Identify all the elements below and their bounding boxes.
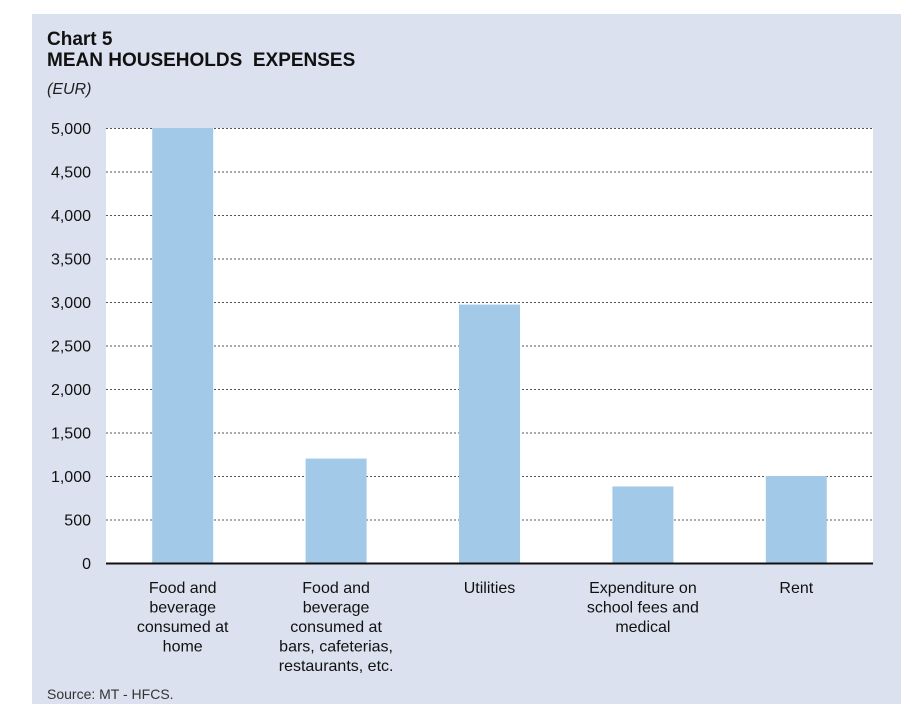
category-label: Utilities — [464, 580, 516, 597]
category-label: Food and beverage consumed at bars, cafeter… — [279, 580, 394, 675]
y-tick-label: 2,500 — [51, 339, 91, 356]
y-tick-label: 5,000 — [51, 121, 91, 138]
bar — [612, 486, 674, 563]
category-label: Food and beverage consumed at home — [137, 580, 229, 656]
y-tick-label: 4,000 — [51, 208, 91, 225]
chart-number: Chart 5 — [47, 29, 113, 50]
y-tick-label: 1,000 — [51, 469, 91, 486]
category-label: Expenditure on school fees and medical — [587, 580, 699, 636]
y-tick-label: 1,500 — [51, 426, 91, 443]
y-tick-label: 500 — [64, 513, 91, 530]
chart-title: MEAN HOUSEHOLDS EXPENSES — [47, 50, 356, 71]
bars — [152, 128, 827, 563]
y-tick-label: 4,500 — [51, 165, 91, 182]
y-tick-label: 3,000 — [51, 295, 91, 312]
y-tick-label: 2,000 — [51, 382, 91, 399]
category-label: Rent — [779, 580, 813, 597]
bar — [305, 458, 367, 563]
bar — [152, 128, 214, 563]
bar — [459, 304, 520, 563]
unit-label: (EUR) — [47, 81, 92, 98]
y-tick-labels: 0 500 1,000 1,500 2,000 2,500 3,000 3,500 4,000 4… — [51, 121, 91, 573]
y-tick-label: 3,500 — [51, 252, 91, 269]
category-labels: Food and beverage consumed at home Food and b… — [137, 580, 814, 675]
source-note: Source: MT - HFCS. — [47, 686, 174, 702]
y-tick-label: 0 — [82, 556, 91, 573]
bar — [765, 476, 827, 563]
